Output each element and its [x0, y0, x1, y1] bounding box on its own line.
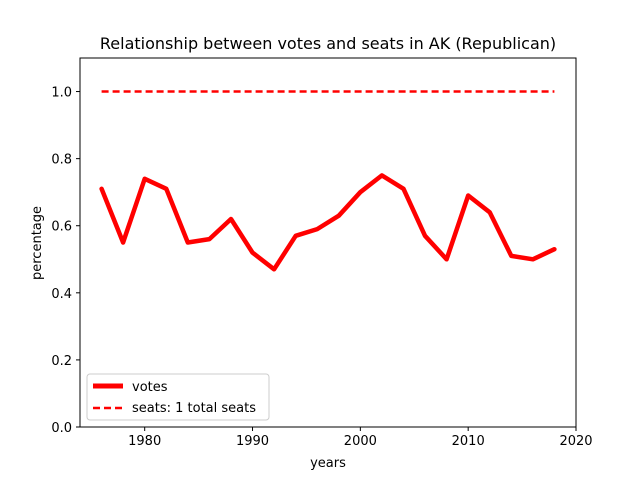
- y-tick-label: 0.0: [51, 421, 72, 436]
- y-tick-label: 0.8: [51, 153, 72, 168]
- series-line-votes: [99, 173, 557, 272]
- x-tick-label: 2010: [452, 434, 485, 449]
- x-tick-label: 2000: [344, 434, 377, 449]
- y-tick-label: 0.4: [51, 287, 72, 302]
- x-axis: 1980 1990 2000 2010 2020: [128, 427, 593, 449]
- y-tick-label: 0.2: [51, 354, 72, 369]
- y-axis: 0.0 0.2 0.4 0.6 0.8 1.0: [51, 86, 80, 436]
- legend-label-votes: votes: [132, 380, 168, 395]
- y-tick-label: 0.6: [51, 220, 72, 235]
- legend: votes seats: 1 total seats: [86, 373, 270, 421]
- y-tick-label: 1.0: [51, 86, 72, 101]
- legend-label-seats: seats: 1 total seats: [132, 401, 256, 416]
- plot-frame: [79, 57, 577, 428]
- y-axis-label: percentage: [30, 206, 45, 280]
- series-layer: [99, 90, 557, 272]
- x-tick-label: 2020: [559, 434, 592, 449]
- x-tick-label: 1990: [236, 434, 269, 449]
- chart-title: Relationship between votes and seats in …: [100, 34, 556, 53]
- x-tick-label: 1980: [128, 434, 161, 449]
- legend-frame: [86, 373, 270, 421]
- x-axis-label: years: [310, 456, 346, 471]
- plot-area: [79, 57, 577, 428]
